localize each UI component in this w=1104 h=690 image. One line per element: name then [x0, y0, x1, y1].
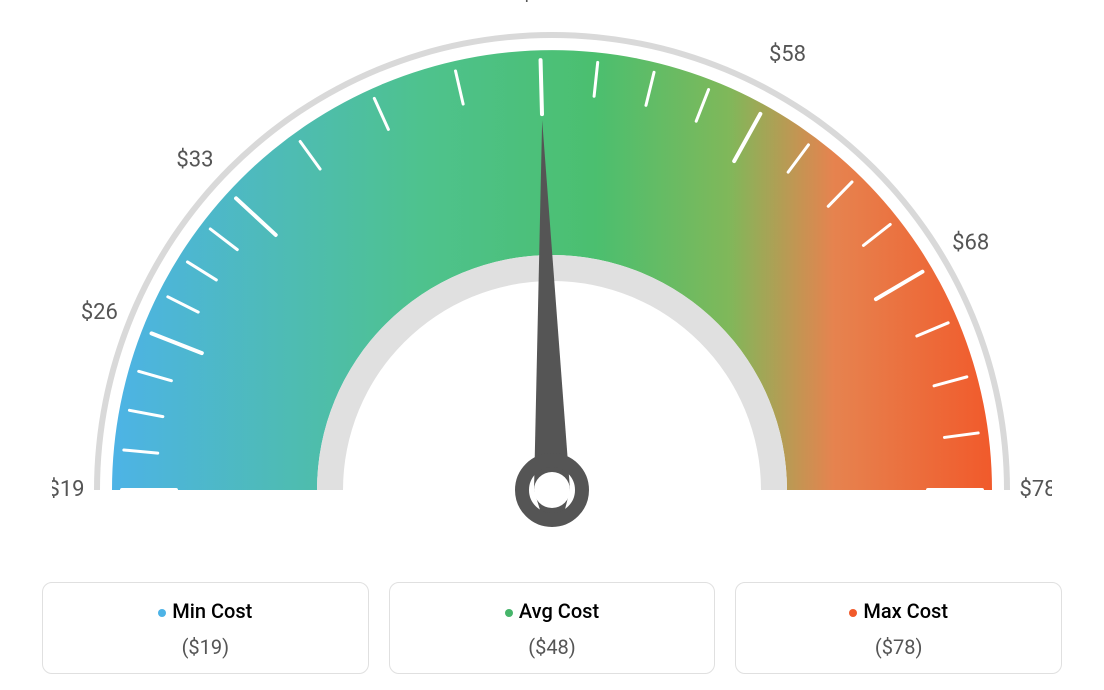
legend-avg-label: Avg Cost — [519, 599, 599, 623]
legend-avg-title: Avg Cost — [400, 599, 705, 623]
gauge-chart-container: $19 $26 $33 $48 $58 $68 $78 Min Cost ($19) Avg… — [0, 0, 1104, 690]
svg-text:$48: $48 — [521, 0, 558, 6]
legend-max-card: Max Cost ($78) — [735, 582, 1062, 674]
svg-text:$68: $68 — [952, 230, 989, 255]
dot-icon — [158, 609, 166, 617]
legend-row: Min Cost ($19) Avg Cost ($48) Max Cost (… — [42, 582, 1062, 674]
gauge-area: $19 $26 $33 $48 $58 $68 $78 — [52, 0, 1052, 560]
svg-text:$19: $19 — [52, 477, 85, 502]
legend-min-card: Min Cost ($19) — [42, 582, 369, 674]
legend-max-title: Max Cost — [746, 599, 1051, 623]
legend-max-value: ($78) — [746, 635, 1051, 659]
legend-min-label: Min Cost — [172, 599, 252, 623]
legend-avg-value: ($48) — [400, 635, 705, 659]
dot-icon — [505, 609, 513, 617]
legend-avg-card: Avg Cost ($48) — [389, 582, 716, 674]
svg-text:$26: $26 — [81, 300, 118, 325]
svg-text:$33: $33 — [176, 147, 213, 172]
svg-text:$58: $58 — [769, 42, 806, 67]
legend-max-label: Max Cost — [863, 599, 948, 623]
legend-min-title: Min Cost — [53, 599, 358, 623]
dot-icon — [849, 609, 857, 617]
legend-min-value: ($19) — [53, 635, 358, 659]
gauge-svg: $19 $26 $33 $48 $58 $68 $78 — [52, 0, 1052, 560]
svg-text:$78: $78 — [1019, 477, 1052, 502]
